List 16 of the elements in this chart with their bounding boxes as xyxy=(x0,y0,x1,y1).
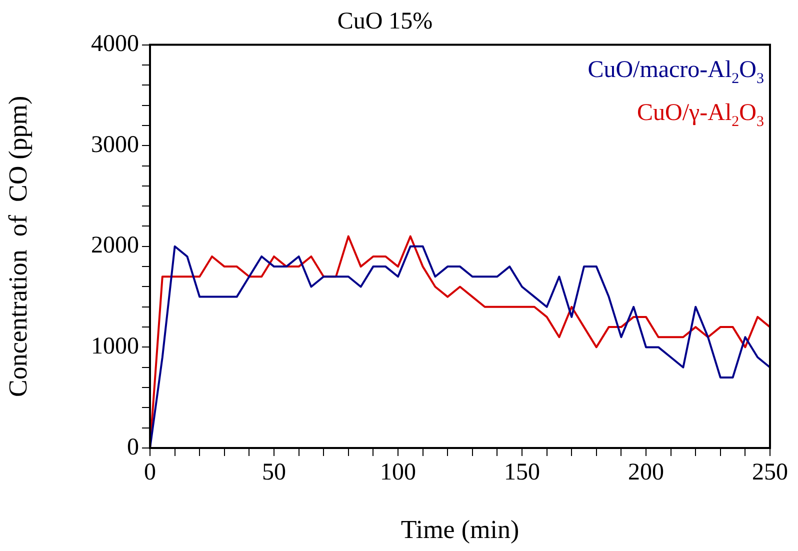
y-tick-label: 1000 xyxy=(91,333,139,360)
text: CuO/macro-Al$_{2}$O$_{3}$ xyxy=(588,56,764,89)
x-tick-label: 250 xyxy=(752,460,788,486)
chart-title: CuO 15% xyxy=(337,8,433,35)
x-tick-label: 0 xyxy=(144,460,156,486)
x-tick-label: 50 xyxy=(262,460,286,486)
y-axis-title: Concentration of CO (ppm) xyxy=(3,96,32,397)
x-axis-title: Time (min) xyxy=(400,515,520,544)
y-tick-label: 4000 xyxy=(91,31,139,58)
y-tick-label: 3000 xyxy=(91,132,139,158)
y-tick-label: 2000 xyxy=(91,232,139,259)
x-tick-label: 100 xyxy=(380,460,416,486)
x-tick-label: 200 xyxy=(628,460,664,486)
text: CuO/γ-Al$_{2}$O$_{3}$ xyxy=(636,98,764,132)
y-tick-label: 0 xyxy=(127,434,139,460)
x-tick-label: 150 xyxy=(504,460,540,486)
